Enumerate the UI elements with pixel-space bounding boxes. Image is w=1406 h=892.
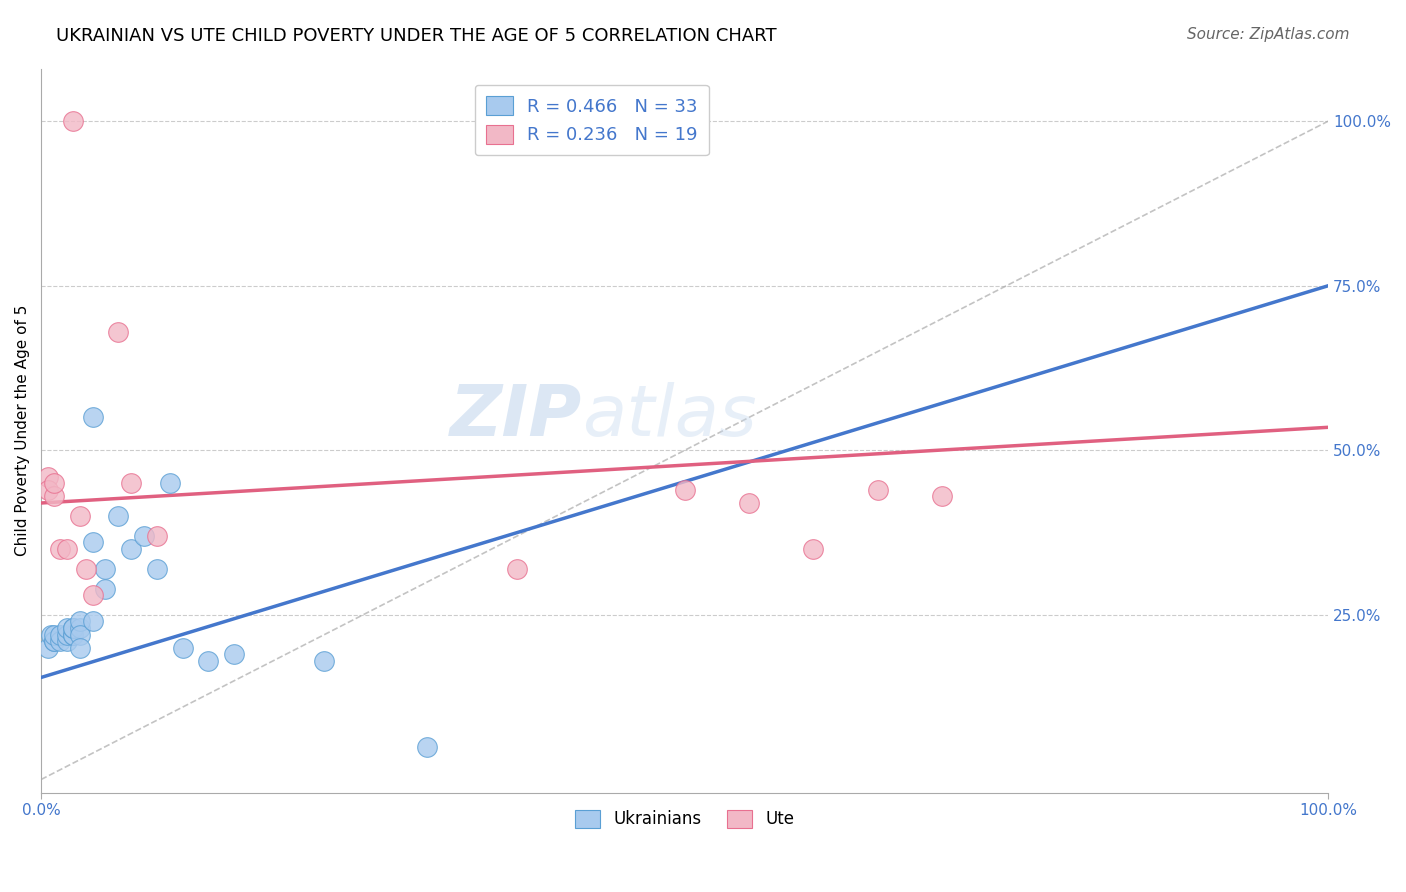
Point <box>506 562 529 576</box>
Point <box>69 628 91 642</box>
Text: atlas: atlas <box>582 382 756 450</box>
Point <box>82 535 104 549</box>
Point <box>42 628 65 642</box>
Point <box>62 114 84 128</box>
Point <box>416 739 439 754</box>
Point <box>49 628 72 642</box>
Text: ZIP: ZIP <box>450 382 582 450</box>
Point <box>673 483 696 497</box>
Point <box>132 529 155 543</box>
Point <box>120 542 142 557</box>
Point <box>738 496 761 510</box>
Point <box>42 490 65 504</box>
Point <box>159 476 181 491</box>
Point <box>37 483 59 497</box>
Point <box>197 654 219 668</box>
Point <box>42 634 65 648</box>
Point <box>801 542 824 557</box>
Point <box>866 483 889 497</box>
Point <box>75 562 97 576</box>
Point <box>62 621 84 635</box>
Point <box>107 325 129 339</box>
Point <box>69 640 91 655</box>
Point <box>41 628 63 642</box>
Text: UKRAINIAN VS UTE CHILD POVERTY UNDER THE AGE OF 5 CORRELATION CHART: UKRAINIAN VS UTE CHILD POVERTY UNDER THE… <box>56 27 778 45</box>
Point <box>62 628 84 642</box>
Point <box>107 509 129 524</box>
Point <box>94 582 117 596</box>
Point <box>56 542 79 557</box>
Point <box>69 509 91 524</box>
Point <box>37 469 59 483</box>
Point <box>56 628 79 642</box>
Point <box>42 634 65 648</box>
Point <box>94 562 117 576</box>
Point <box>49 634 72 648</box>
Point <box>56 634 79 648</box>
Point <box>172 640 194 655</box>
Point <box>42 476 65 491</box>
Point <box>37 640 59 655</box>
Point <box>69 615 91 629</box>
Point <box>56 621 79 635</box>
Point <box>82 410 104 425</box>
Point <box>62 628 84 642</box>
Text: Source: ZipAtlas.com: Source: ZipAtlas.com <box>1187 27 1350 42</box>
Point <box>82 615 104 629</box>
Legend: Ukrainians, Ute: Ukrainians, Ute <box>568 803 800 835</box>
Point <box>49 542 72 557</box>
Point <box>224 648 246 662</box>
Point <box>146 529 169 543</box>
Point <box>82 588 104 602</box>
Point <box>931 490 953 504</box>
Y-axis label: Child Poverty Under the Age of 5: Child Poverty Under the Age of 5 <box>15 305 30 557</box>
Point <box>120 476 142 491</box>
Point <box>314 654 336 668</box>
Point <box>69 621 91 635</box>
Point <box>146 562 169 576</box>
Point <box>62 621 84 635</box>
